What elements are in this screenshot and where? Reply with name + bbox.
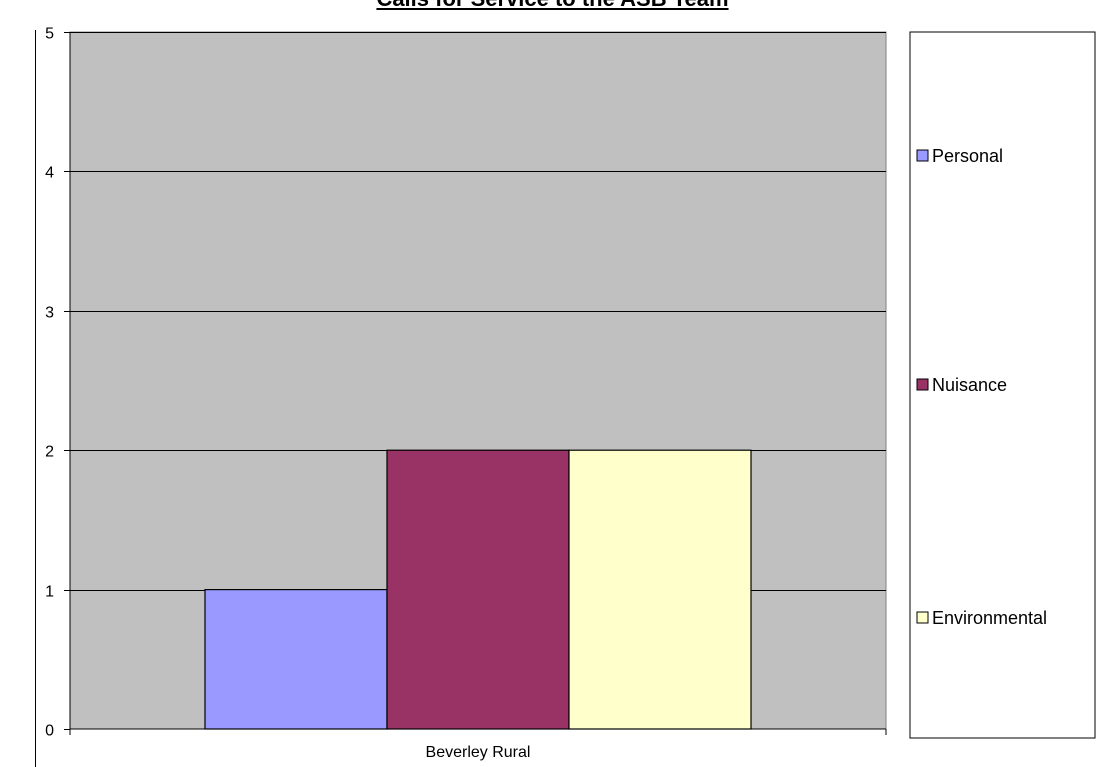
bar-personal <box>204 588 388 730</box>
y-tick-label: 3 <box>45 305 54 322</box>
y-axis-ticks: 0 1 2 3 4 5 <box>45 26 70 740</box>
y-tick-label: 5 <box>45 26 54 43</box>
y-tick-label: 1 <box>45 584 54 601</box>
bar-environmental <box>568 449 752 730</box>
y-tick-label: 2 <box>45 444 54 461</box>
bars <box>204 449 752 730</box>
legend-box <box>909 31 1096 739</box>
legend-label-personal: Personal <box>932 146 1003 166</box>
y-tick-label: 0 <box>45 723 54 740</box>
legend-label-environmental: Environmental <box>932 608 1047 628</box>
legend: Personal Nuisance Environmental <box>916 146 1047 628</box>
y-tick-label: 4 <box>45 165 54 182</box>
chart-title: Calls for Service to the ASB Team <box>0 0 1105 12</box>
bar-nuisance <box>386 449 570 730</box>
x-tick-label: Beverley Rural <box>426 744 531 761</box>
legend-swatch-environmental <box>916 611 929 624</box>
legend-swatch-personal <box>916 149 929 162</box>
legend-swatch-nuisance <box>916 378 929 391</box>
legend-label-nuisance: Nuisance <box>932 375 1007 395</box>
x-axis-ticks: Beverley Rural <box>69 729 887 761</box>
